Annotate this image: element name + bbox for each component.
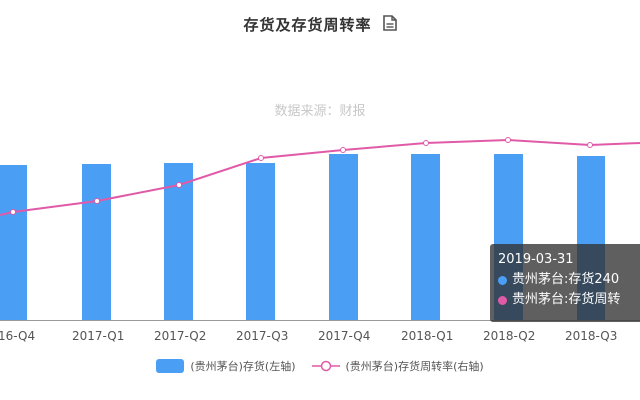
chart-tooltip: 2019-03-31 贵州茅台:存货240 贵州茅台:存货周转: [490, 244, 640, 322]
chart-header: 存货及存货周转率: [0, 14, 640, 35]
line-series: [0, 137, 640, 216]
x-axis-label: 2017-Q2: [154, 329, 206, 343]
x-axis-label: 2017-Q1: [72, 329, 124, 343]
bar[interactable]: [411, 154, 440, 320]
x-axis-label: 2018-Q3: [565, 329, 617, 343]
bar-series-dot-icon: [498, 275, 507, 285]
legend-bar-swatch-icon: [156, 359, 185, 373]
line-point[interactable]: [587, 142, 593, 148]
bar[interactable]: [329, 154, 358, 320]
legend-item-inventory[interactable]: (贵州茅台)存货(左轴): [156, 358, 296, 374]
x-axis-label: 2018-Q2: [483, 329, 535, 343]
bar[interactable]: [82, 164, 111, 320]
document-icon[interactable]: [382, 14, 397, 35]
legend-item-turnover[interactable]: (贵州茅台)存货周转率(右轴): [311, 358, 484, 374]
x-axis-labels: 16-Q4 2017-Q1 2017-Q2 2017-Q3 2017-Q4 20…: [0, 329, 617, 343]
line-point[interactable]: [94, 198, 100, 204]
bar[interactable]: [164, 163, 193, 320]
tooltip-inventory-text: 贵州茅台:存货240: [512, 272, 620, 287]
tooltip-date: 2019-03-31: [498, 252, 574, 267]
legend-label-turnover: (贵州茅台)存货周转率(右轴): [345, 360, 484, 373]
x-axis-label: 2018-Q1: [401, 329, 453, 343]
line-point[interactable]: [423, 140, 429, 146]
tooltip-row-turnover: 贵州茅台:存货周转: [498, 290, 640, 310]
bar[interactable]: [0, 165, 27, 320]
x-axis-label: 2017-Q4: [318, 329, 370, 343]
line-point[interactable]: [176, 182, 182, 188]
x-axis-label: 2017-Q3: [236, 329, 288, 343]
line-point[interactable]: [505, 137, 511, 143]
line-point[interactable]: [10, 209, 16, 215]
legend-line-swatch-icon: [311, 360, 340, 372]
chart-title: 存货及存货周转率: [243, 16, 372, 34]
bar-series: [0, 154, 605, 320]
line-point[interactable]: [258, 155, 264, 161]
data-source-label: 数据来源：财报: [274, 104, 366, 119]
bar[interactable]: [246, 163, 275, 320]
tooltip-row-inventory: 贵州茅台:存货240: [498, 270, 640, 290]
chart-legend: (贵州茅台)存货(左轴) (贵州茅台)存货周转率(右轴): [0, 358, 640, 374]
x-axis-label: 16-Q4: [0, 329, 35, 343]
line-series-dot-icon: [498, 295, 507, 305]
tooltip-turnover-text: 贵州茅台:存货周转: [512, 292, 621, 307]
legend-label-inventory: (贵州茅台)存货(左轴): [190, 360, 296, 373]
line-point[interactable]: [340, 147, 346, 153]
